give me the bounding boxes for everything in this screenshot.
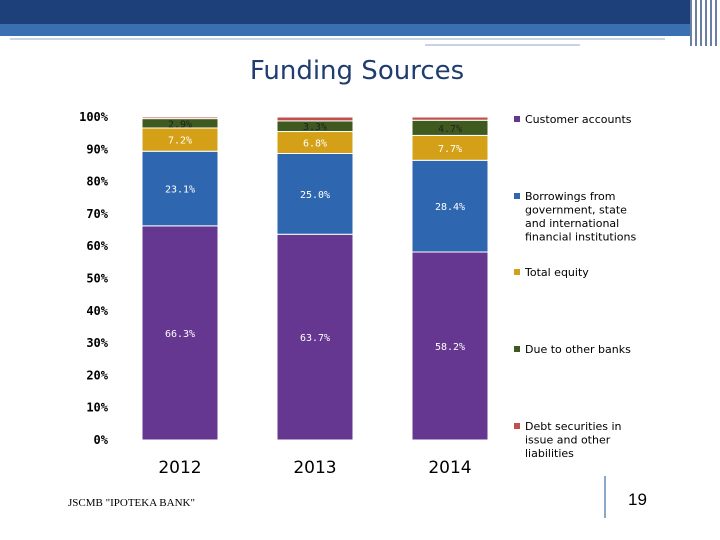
x-category-label: 2014 <box>428 458 471 478</box>
legend-label: Customer accounts <box>525 113 632 126</box>
data-label: 66.3% <box>165 329 195 340</box>
data-label: 23.1% <box>165 185 195 196</box>
y-tick-label: 90% <box>86 142 108 156</box>
header-band-secondary <box>0 24 720 36</box>
y-tick-label: 0% <box>94 433 109 447</box>
bar-segment <box>141 150 219 227</box>
header-decoration <box>690 0 720 46</box>
y-tick-label: 70% <box>86 207 108 221</box>
legend-label: financial institutions <box>525 231 636 244</box>
y-tick-label: 50% <box>86 272 108 286</box>
bar-segment <box>276 116 354 122</box>
legend-label: and international <box>525 217 619 230</box>
header-rule <box>10 38 665 40</box>
y-tick-label: 30% <box>86 336 108 350</box>
legend-label: government, state <box>525 204 627 217</box>
page-number-divider <box>604 476 606 518</box>
y-tick-label: 40% <box>86 304 108 318</box>
legend-label: liabilities <box>525 447 574 460</box>
data-label: 58.2% <box>435 342 465 353</box>
data-label: 3.3% <box>303 122 327 133</box>
y-tick-label: 100% <box>79 110 109 124</box>
legend-label: issue and other <box>525 434 611 447</box>
bar-segment <box>276 152 354 235</box>
x-category-label: 2012 <box>158 458 201 478</box>
x-category-label: 2013 <box>293 458 336 478</box>
bar-segment <box>411 159 489 253</box>
header-band <box>0 0 720 24</box>
legend-swatch <box>514 346 520 352</box>
bar-segment <box>141 116 219 120</box>
y-tick-label: 60% <box>86 239 108 253</box>
legend-label: Total equity <box>524 266 589 279</box>
legend-swatch <box>514 269 520 275</box>
header-rule-short <box>425 44 580 46</box>
legend-label: Due to other banks <box>525 343 631 356</box>
y-tick-label: 20% <box>86 368 108 382</box>
data-label: 6.8% <box>303 139 327 150</box>
bar-segment <box>411 251 489 441</box>
data-label: 25.0% <box>300 190 330 201</box>
legend-label: Debt securities in <box>525 420 622 433</box>
data-label: 63.7% <box>300 333 330 344</box>
data-label: 7.2% <box>168 136 192 147</box>
data-label: 2.9% <box>168 119 192 130</box>
bar-segment <box>141 225 219 441</box>
y-tick-label: 80% <box>86 175 108 189</box>
y-tick-label: 10% <box>86 401 108 415</box>
data-label: 7.7% <box>438 144 462 155</box>
data-label: 28.4% <box>435 202 465 213</box>
slide-title: Funding Sources <box>249 56 465 86</box>
legend-swatch <box>514 116 520 122</box>
legend-swatch <box>514 193 520 199</box>
legend-label: Borrowings from <box>525 190 615 203</box>
bar-segment <box>276 233 354 441</box>
bar-segment <box>411 116 489 121</box>
page-number: 19 <box>628 490 647 509</box>
legend-swatch <box>514 423 520 429</box>
data-label: 4.7% <box>438 124 462 135</box>
footer-bank-name: JSCMB "IPOTEKA BANK" <box>68 497 195 509</box>
